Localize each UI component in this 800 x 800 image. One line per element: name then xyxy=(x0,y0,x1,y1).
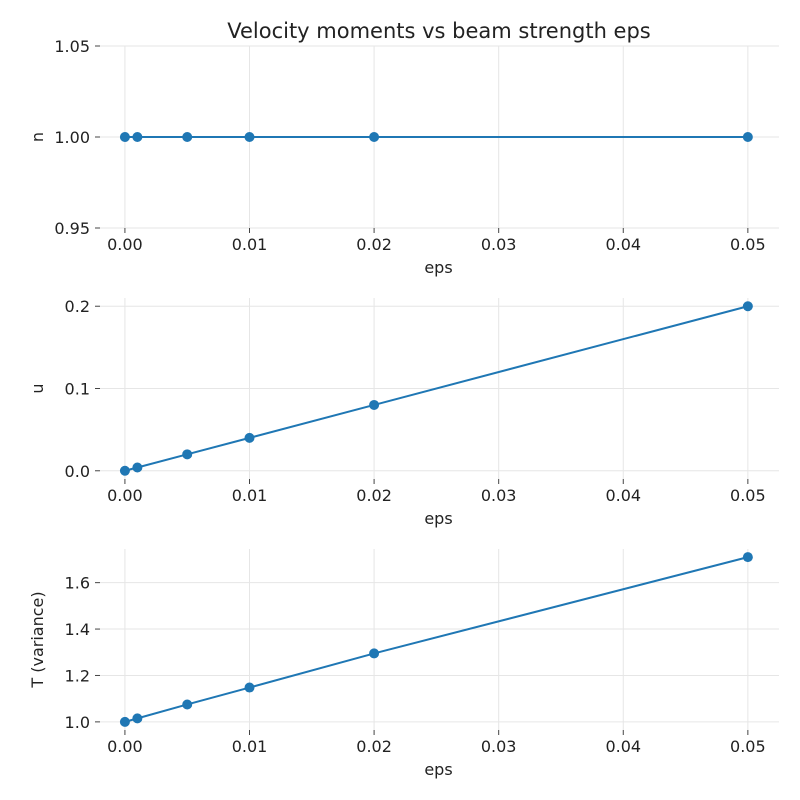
x-tick-label: 0.01 xyxy=(232,737,268,756)
x-tick-label: 0.00 xyxy=(107,235,143,254)
panel-n: 0.00 0.01 0.02 0.03 0.04 0.05 0.95 1.00 1.05 eps n xyxy=(28,37,779,277)
x-tick-label: 0.02 xyxy=(356,486,392,505)
data-point-n xyxy=(369,132,380,142)
x-tick-label: 0.00 xyxy=(107,486,143,505)
y-axis-label: n xyxy=(28,132,47,142)
x-axis-label: eps xyxy=(424,258,452,277)
data-point-u xyxy=(742,301,753,312)
figure-title: Velocity moments vs beam strength eps xyxy=(227,19,651,43)
x-tick-label: 0.04 xyxy=(605,486,641,505)
data-point-t xyxy=(742,552,753,563)
x-axis-label: eps xyxy=(424,509,452,528)
x-tick-label: 0.04 xyxy=(605,235,641,254)
y-tick-label: 0.95 xyxy=(54,219,90,238)
data-point-t xyxy=(132,713,143,724)
data-point-u xyxy=(119,465,130,476)
x-tick-label: 0.01 xyxy=(232,486,268,505)
panel-t: 0.00 0.01 0.02 0.03 0.04 0.05 1.0 1.2 1.4 1.6 eps T… xyxy=(28,549,779,779)
x-tick-label: 0.02 xyxy=(356,235,392,254)
y-tick-label: 1.0 xyxy=(65,713,90,732)
y-tick-label: 0.1 xyxy=(65,380,90,399)
y-tick-label: 1.00 xyxy=(54,128,90,147)
data-point-t xyxy=(182,699,193,710)
y-tick-label: 1.6 xyxy=(65,574,90,593)
y-tick-label: 1.05 xyxy=(54,37,90,56)
x-tick-label: 0.05 xyxy=(730,737,766,756)
y-axis-label: u xyxy=(28,383,47,393)
data-point-n xyxy=(119,132,130,142)
data-point-u xyxy=(369,399,380,410)
y-tick-label: 0.2 xyxy=(65,297,90,316)
data-point-t xyxy=(119,716,130,727)
data-point-n xyxy=(742,132,753,142)
data-point-t xyxy=(369,648,380,659)
data-point-n xyxy=(244,132,255,142)
data-point-n xyxy=(182,132,193,142)
y-tick-label: 0.0 xyxy=(65,462,90,481)
x-tick-label: 0.01 xyxy=(232,235,268,254)
data-point-u xyxy=(244,432,255,443)
x-tick-label: 0.05 xyxy=(730,235,766,254)
x-axis-label: eps xyxy=(424,760,452,779)
x-tick-label: 0.02 xyxy=(356,737,392,756)
x-tick-label: 0.03 xyxy=(481,235,517,254)
y-tick-label: 1.4 xyxy=(65,620,90,639)
y-axis-label: T (variance) xyxy=(28,591,47,688)
data-point-u xyxy=(132,462,143,473)
data-point-u xyxy=(182,449,193,460)
x-tick-label: 0.03 xyxy=(481,486,517,505)
data-point-n xyxy=(132,132,143,142)
x-tick-label: 0.04 xyxy=(605,737,641,756)
x-tick-label: 0.03 xyxy=(481,737,517,756)
y-tick-label: 1.2 xyxy=(65,666,90,685)
data-point-t xyxy=(244,682,255,693)
series-line-t xyxy=(124,556,749,723)
x-tick-label: 0.05 xyxy=(730,486,766,505)
panel-u: 0.00 0.01 0.02 0.03 0.04 0.05 0.0 0.1 0.2 eps u xyxy=(28,297,779,528)
x-tick-label: 0.00 xyxy=(107,737,143,756)
